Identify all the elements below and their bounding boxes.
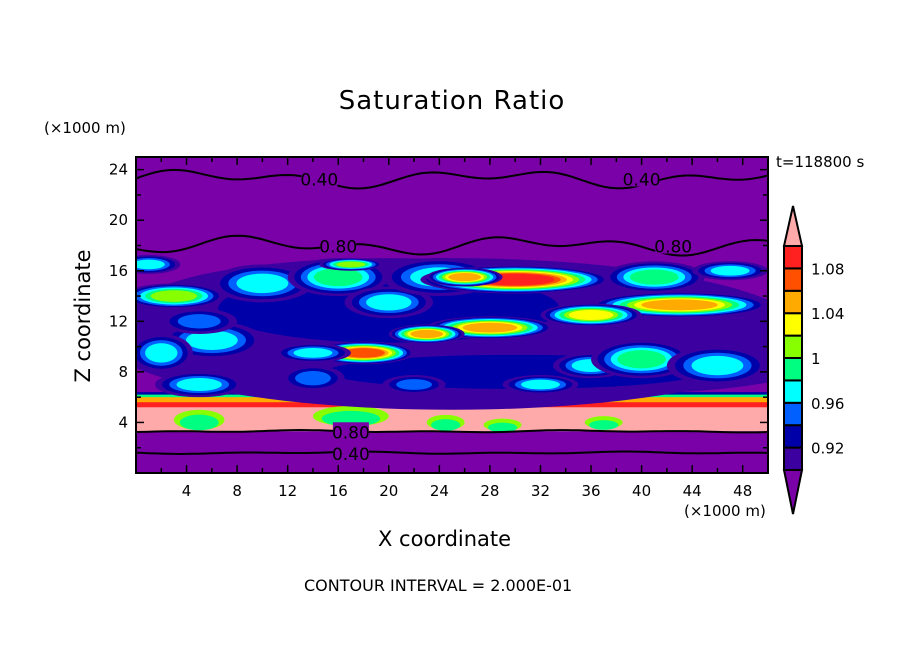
- time-label: t=118800 s: [776, 153, 865, 171]
- colorbar-swatch: [783, 379, 803, 404]
- contour-label: 0.80: [319, 237, 357, 257]
- colorbar: 0.92 0.96 1 1.04 1.08: [782, 205, 844, 515]
- field-cell: [691, 355, 744, 376]
- colorbar-swatch: [783, 312, 803, 337]
- contour-label: 0.80: [332, 423, 370, 443]
- colorbar-label: 0.96: [811, 395, 844, 413]
- y-tick-label: 4: [118, 413, 128, 431]
- y-tick-label: 20: [109, 211, 128, 229]
- contour-label-bg: [320, 236, 357, 254]
- colorbar-swatch: [783, 245, 803, 270]
- colorbar-swatch: [783, 334, 803, 360]
- colorbar-swatch: [783, 267, 803, 292]
- contour-line: [136, 168, 768, 190]
- contour-label-bg: [301, 169, 338, 187]
- contour-label: 0.40: [300, 170, 338, 190]
- contour-line: [136, 428, 768, 434]
- surface-patch: [431, 419, 461, 431]
- colorbar-swatch: [783, 357, 803, 382]
- contour-label-bg: [332, 443, 369, 461]
- contour-label: 0.40: [332, 445, 370, 465]
- contour-line: [136, 450, 768, 456]
- contour-label-bg: [332, 422, 369, 440]
- x-tick-label: 16: [329, 482, 348, 500]
- field-cell: [462, 322, 518, 333]
- plot-frame: [135, 156, 769, 474]
- x-tick-label: 24: [430, 482, 449, 500]
- colorbar-swatch: [783, 446, 803, 472]
- x-tick-label: 40: [632, 482, 651, 500]
- field-cell: [342, 348, 385, 358]
- x-tick-label: 36: [581, 482, 600, 500]
- contour-label: 0.80: [654, 237, 692, 257]
- colorbar-swatch: [783, 401, 803, 427]
- colorbar-label: 0.92: [811, 440, 844, 458]
- field-cell: [236, 273, 289, 294]
- field-cell: [293, 348, 333, 358]
- field-cell: [336, 261, 366, 268]
- heatmap-field: [136, 157, 768, 473]
- field-cell: [145, 343, 178, 363]
- contour-label: 0.40: [623, 170, 661, 190]
- y-tick-label: 16: [109, 262, 128, 280]
- x-tick-label: 12: [278, 482, 297, 500]
- field-cell: [410, 329, 444, 339]
- x-tick-label: 28: [480, 482, 499, 500]
- field-cell: [185, 330, 238, 350]
- x-axis-label: X coordinate: [378, 527, 512, 551]
- field-cell: [710, 265, 750, 276]
- y-tick-label: 8: [118, 363, 128, 381]
- contour-label-bg: [655, 236, 692, 254]
- x-tick-label: 48: [733, 482, 752, 500]
- field-cell: [366, 294, 412, 311]
- colorbar-swatch: [783, 289, 803, 315]
- field-cell: [396, 379, 432, 390]
- surface-patch: [179, 414, 219, 431]
- field-cell: [150, 290, 198, 302]
- contour-label-bg: [623, 169, 660, 187]
- x-axis-unit: (×1000 m): [684, 502, 766, 520]
- field-cell: [521, 379, 560, 390]
- y-axis-unit: (×1000 m): [44, 119, 126, 137]
- colorbar-label: 1.08: [811, 260, 844, 278]
- colorbar-under-arrow: [782, 469, 804, 515]
- x-tick-label: 32: [531, 482, 550, 500]
- chart-title: Saturation Ratio: [338, 86, 566, 116]
- colorbar-over-arrow: [782, 205, 804, 247]
- y-axis-label: Z coordinate: [71, 249, 95, 383]
- y-tick-label: 24: [109, 161, 128, 179]
- field-cell: [641, 299, 718, 311]
- colorbar-label: 1: [811, 350, 821, 368]
- field-cell: [136, 259, 165, 270]
- y-tick-label: 12: [109, 312, 128, 330]
- x-tick-label: 20: [379, 482, 398, 500]
- field-cell: [177, 314, 221, 329]
- x-tick-label: 44: [683, 482, 702, 500]
- surface-patch: [487, 422, 518, 433]
- field-cell: [295, 371, 331, 386]
- contour-interval-note: CONTOUR INTERVAL = 2.000E-01: [304, 576, 573, 595]
- surface-patch: [589, 420, 619, 430]
- colorbar-swatch: [783, 424, 803, 449]
- x-tick-label: 4: [182, 482, 192, 500]
- x-tick-label: 8: [232, 482, 242, 500]
- field-cell: [176, 378, 222, 391]
- field-cell: [448, 272, 481, 282]
- colorbar-label: 1.04: [811, 305, 844, 323]
- field-cell: [617, 350, 666, 369]
- field-cell: [568, 309, 614, 321]
- field-cell: [313, 267, 363, 287]
- contour-lines: 0.40 0.400.80 0.800.800.40: [136, 168, 768, 465]
- field-cell: [629, 269, 679, 285]
